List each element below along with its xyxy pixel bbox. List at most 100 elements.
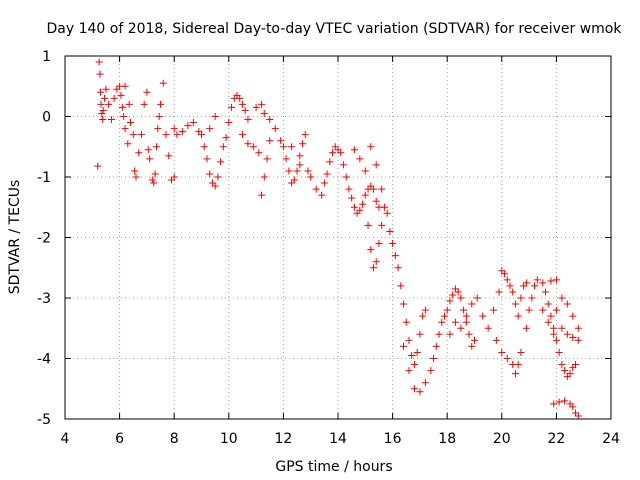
data-point — [378, 185, 386, 193]
data-point — [574, 336, 582, 344]
data-point — [405, 367, 413, 375]
data-point — [550, 324, 558, 332]
data-point — [198, 131, 205, 139]
data-point — [135, 149, 143, 157]
data-point — [132, 173, 140, 181]
data-point — [569, 333, 577, 341]
data-point — [206, 170, 214, 178]
data-point — [531, 282, 539, 290]
data-point — [514, 361, 522, 369]
y-tick-label: 0 — [42, 110, 51, 126]
data-point — [162, 131, 170, 139]
data-point — [435, 330, 443, 338]
data-point — [356, 206, 364, 214]
data-point — [511, 370, 519, 378]
data-point — [421, 306, 429, 314]
data-point — [279, 143, 287, 151]
data-point — [350, 203, 358, 211]
data-point — [96, 70, 104, 78]
data-series-sdtvar — [94, 58, 582, 420]
x-tick-label: 24 — [602, 431, 620, 447]
data-point — [446, 330, 454, 338]
y-tick-label: -2 — [37, 231, 51, 247]
data-point — [550, 400, 558, 408]
data-point — [413, 348, 421, 356]
x-tick-label: 14 — [329, 431, 347, 447]
data-point — [304, 167, 312, 175]
data-point — [547, 312, 555, 320]
data-point — [323, 170, 331, 178]
data-point — [501, 270, 509, 278]
data-point — [572, 361, 580, 369]
data-point — [258, 100, 266, 108]
y-tick-label: -3 — [37, 291, 51, 307]
data-point — [120, 113, 128, 120]
data-point — [541, 288, 549, 296]
data-point — [369, 264, 377, 272]
data-point — [525, 306, 533, 314]
data-point — [211, 113, 219, 120]
data-point — [569, 403, 577, 411]
x-tick-label: 20 — [493, 431, 511, 447]
data-point — [348, 194, 356, 202]
data-point — [533, 276, 541, 284]
data-point — [159, 79, 167, 87]
data-point — [394, 264, 402, 272]
data-point — [503, 276, 511, 284]
data-point — [563, 330, 571, 338]
data-point — [375, 240, 383, 248]
x-tick-label: 10 — [220, 431, 238, 447]
data-point — [228, 103, 236, 111]
data-point — [356, 155, 364, 163]
data-point — [400, 300, 408, 308]
data-point — [258, 191, 266, 199]
chart-title: Day 140 of 2018, Sidereal Day-to-day VTE… — [47, 21, 623, 37]
data-point — [522, 279, 530, 287]
data-point — [241, 106, 249, 114]
data-point — [514, 312, 522, 320]
data-point — [101, 94, 109, 102]
x-tick-label: 16 — [384, 431, 402, 447]
data-point — [211, 182, 219, 190]
data-point — [397, 282, 405, 290]
data-point — [410, 385, 418, 393]
data-point — [105, 100, 113, 108]
data-point — [462, 312, 470, 320]
data-point — [342, 173, 350, 181]
data-point — [266, 137, 274, 145]
data-point — [155, 113, 163, 120]
data-point — [449, 291, 457, 299]
data-point — [552, 276, 560, 284]
data-point — [345, 185, 353, 193]
data-point — [238, 100, 246, 108]
data-point — [107, 116, 115, 124]
data-point — [217, 158, 225, 166]
data-point — [378, 221, 386, 229]
data-point — [495, 288, 503, 296]
data-point — [372, 258, 380, 266]
data-point — [405, 336, 413, 344]
data-point — [152, 143, 160, 151]
data-point — [383, 209, 391, 217]
y-axis-label: SDTVAR / TECUs — [7, 180, 23, 295]
data-point — [547, 277, 555, 285]
data-point — [110, 94, 118, 102]
data-point — [129, 131, 137, 139]
data-point — [206, 125, 214, 133]
data-point — [290, 176, 298, 184]
data-point — [170, 173, 178, 181]
data-point — [561, 367, 569, 375]
data-point — [312, 185, 320, 193]
data-point — [544, 318, 552, 326]
data-point — [408, 351, 416, 359]
y-tick-label: -4 — [37, 352, 51, 368]
data-point — [367, 246, 375, 254]
plot-frame — [64, 55, 612, 420]
data-point — [165, 152, 173, 160]
data-point — [563, 300, 571, 308]
data-point — [569, 312, 577, 320]
data-point — [361, 191, 369, 199]
data-point — [96, 88, 104, 96]
data-point — [451, 318, 459, 326]
y-tick-label: -5 — [37, 412, 51, 428]
